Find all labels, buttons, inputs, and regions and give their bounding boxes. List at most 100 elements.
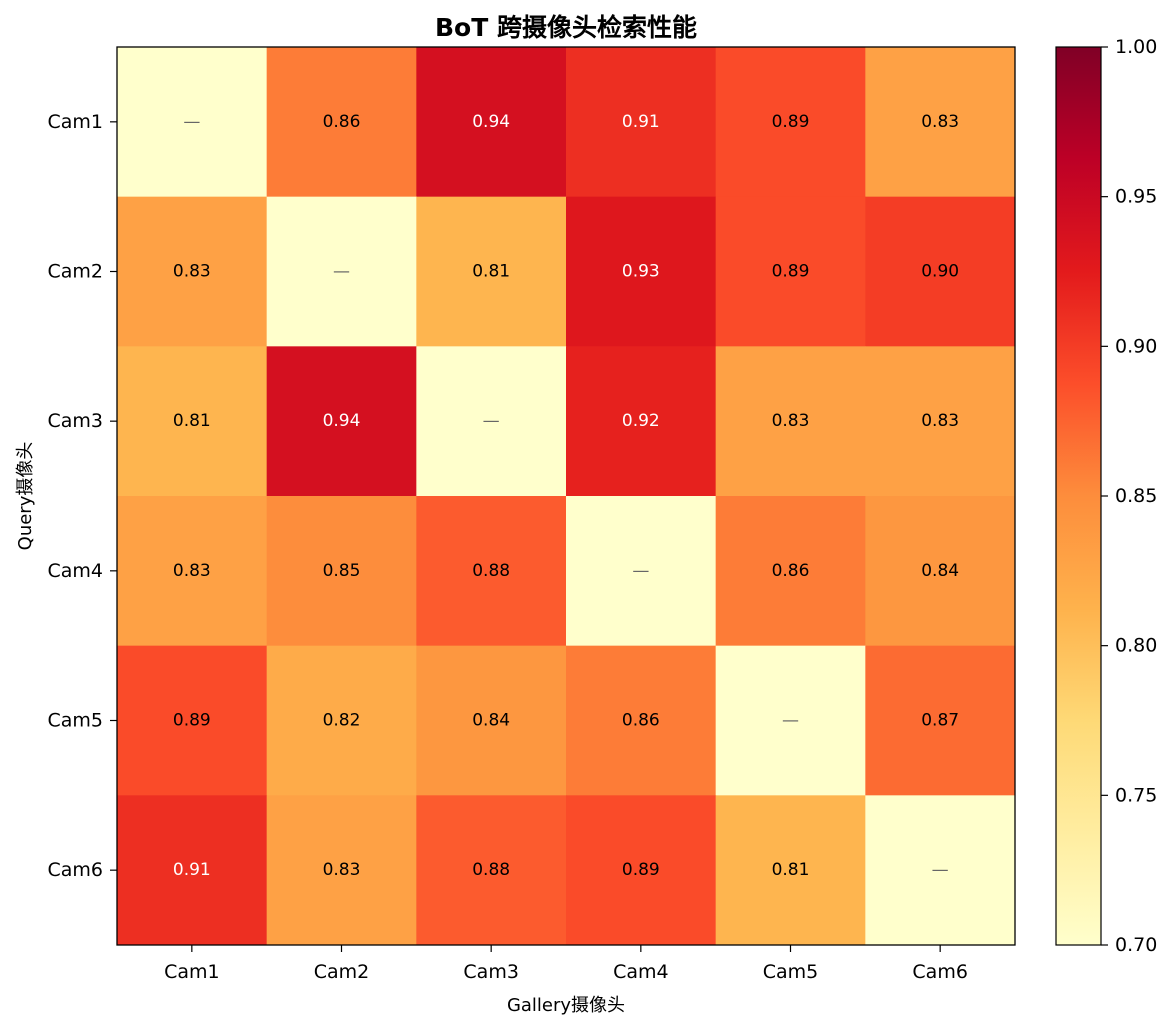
cell-label-r2-c3: 0.81 [472,262,510,282]
cell-label-r3-c2: 0.94 [323,411,361,431]
colorbar-tick-label-3: 0.80 [1115,635,1157,657]
plot-frame [116,46,1016,946]
y-tick-label-5: Cam5 [47,710,103,732]
cell-label-r3-c3: — [483,411,500,431]
heatmap-cell-r6-c4 [566,795,717,946]
cell-label-r2-c1: 0.83 [173,262,211,282]
cell-label-r6-c2: 0.83 [323,860,361,880]
heatmap-cell-r1-c2 [266,47,417,198]
cell-label-r2-c2: — [333,262,350,282]
cell-label-r3-c4: 0.92 [622,411,660,431]
x-axis-label: Gallery摄像头 [507,995,625,1016]
cell-label-r4-c6: 0.84 [921,561,959,581]
colorbar [1055,46,1102,946]
heatmap-cell-r4-c3 [416,496,567,647]
heatmap-cell-r1-c6 [865,47,1016,198]
cell-label-r1-c2: 0.86 [323,112,361,132]
cell-label-r3-c5: 0.83 [772,411,810,431]
heatmap-cell-r3-c1 [117,346,268,497]
y-axis-label: Query摄像头 [15,442,36,551]
cell-label-r1-c4: 0.91 [622,112,660,132]
y-tick-label-3: Cam3 [47,410,103,432]
heatmap-cell-r2-c4 [566,196,717,347]
colorbar-ticks: 0.70 0.75 0.80 0.85 0.90 0.95 1.00 [1101,36,1157,956]
heatmap-cell-r1-c4 [566,47,717,198]
heatmap-cell-r6-c6 [865,795,1016,946]
cell-label-r6-c4: 0.89 [622,860,660,880]
cell-label-r1-c5: 0.89 [772,112,810,132]
cell-label-r5-c2: 0.82 [323,711,361,731]
cell-label-r4-c4: — [632,561,649,581]
cell-label-r5-c6: 0.87 [921,711,959,731]
heatmap-cell-r2-c2 [266,196,417,347]
heatmap-cell-r4-c2 [266,496,417,647]
cell-label-r5-c5: — [782,711,799,731]
cell-label-r6-c1: 0.91 [173,860,211,880]
heatmap-cell-r3-c6 [865,346,1016,497]
heatmap-cell-r5-c1 [117,645,268,796]
cell-label-r5-c1: 0.89 [173,711,211,731]
heatmap-cell-r5-c3 [416,645,567,796]
cell-label-r3-c1: 0.81 [173,411,211,431]
colorbar-tick-label-4: 0.85 [1115,485,1157,507]
heatmap-cell-labels: — 0.86 0.94 0.91 0.89 0.83 0.83 — 0.81 0.93 0.89 0.… [173,112,959,880]
cell-label-r6-c5: 0.81 [772,860,810,880]
y-tick-label-6: Cam6 [47,859,103,881]
heatmap-cell-r3-c4 [566,346,717,497]
cell-label-r2-c6: 0.90 [921,262,959,282]
heatmap-cell-r2-c3 [416,196,567,347]
heatmap-cell-r6-c2 [266,795,417,946]
cell-label-r6-c3: 0.88 [472,860,510,880]
x-tick-label-5: Cam5 [763,961,819,983]
heatmap-cell-r3-c5 [715,346,866,497]
heatmap-cell-r4-c6 [865,496,1016,647]
x-axis-ticks: Cam1 Cam2 Cam3 Cam4 Cam5 Cam6 [164,945,968,983]
heatmap-cell-r5-c5 [715,645,866,796]
x-tick-label-2: Cam2 [314,961,370,983]
heatmap-cell-r1-c1 [117,47,268,198]
x-tick-label-3: Cam3 [463,961,519,983]
chart-title: BoT 跨摄像头检索性能 [435,13,697,42]
heatmap-cell-r6-c1 [117,795,268,946]
heatmap-cell-r4-c1 [117,496,268,647]
x-tick-label-1: Cam1 [164,961,220,983]
heatmap-cell-r3-c2 [266,346,417,497]
heatmap-cell-r4-c4 [566,496,717,647]
heatmap-cell-r5-c4 [566,645,717,796]
heatmap-cell-r3-c3 [416,346,567,497]
cell-label-r4-c2: 0.85 [323,561,361,581]
x-tick-label-4: Cam4 [613,961,669,983]
cell-label-r1-c6: 0.83 [921,112,959,132]
colorbar-tick-label-2: 0.75 [1115,784,1157,806]
cell-label-r4-c1: 0.83 [173,561,211,581]
cell-label-r3-c6: 0.83 [921,411,959,431]
heatmap-cell-r1-c3 [416,47,567,198]
cell-label-r2-c5: 0.89 [772,262,810,282]
cell-label-r5-c3: 0.84 [472,711,510,731]
heatmap-cells [117,47,1016,946]
heatmap-cell-r5-c2 [266,645,417,796]
cell-label-r1-c1: — [183,112,200,132]
colorbar-tick-label-7: 1.00 [1115,36,1157,58]
heatmap-cell-r2-c6 [865,196,1016,347]
y-tick-label-2: Cam2 [47,261,103,283]
heatmap-cell-r6-c5 [715,795,866,946]
colorbar-tick-label-5: 0.90 [1115,335,1157,357]
cell-label-r5-c4: 0.86 [622,711,660,731]
cell-label-r4-c5: 0.86 [772,561,810,581]
colorbar-tick-label-1: 0.70 [1115,934,1157,956]
x-tick-label-6: Cam6 [912,961,968,983]
heatmap-cell-r5-c6 [865,645,1016,796]
y-tick-label-1: Cam1 [47,111,103,133]
heatmap-cell-r2-c1 [117,196,268,347]
cell-label-r2-c4: 0.93 [622,262,660,282]
cell-label-r1-c3: 0.94 [472,112,510,132]
y-tick-label-4: Cam4 [47,560,103,582]
heatmap-cell-r1-c5 [715,47,866,198]
y-axis-ticks: Cam1 Cam2 Cam3 Cam4 Cam5 Cam6 [47,111,117,881]
heatmap-cell-r4-c5 [715,496,866,647]
cell-label-r4-c3: 0.88 [472,561,510,581]
colorbar-tick-label-6: 0.95 [1115,186,1157,208]
heatmap-cell-r6-c3 [416,795,567,946]
